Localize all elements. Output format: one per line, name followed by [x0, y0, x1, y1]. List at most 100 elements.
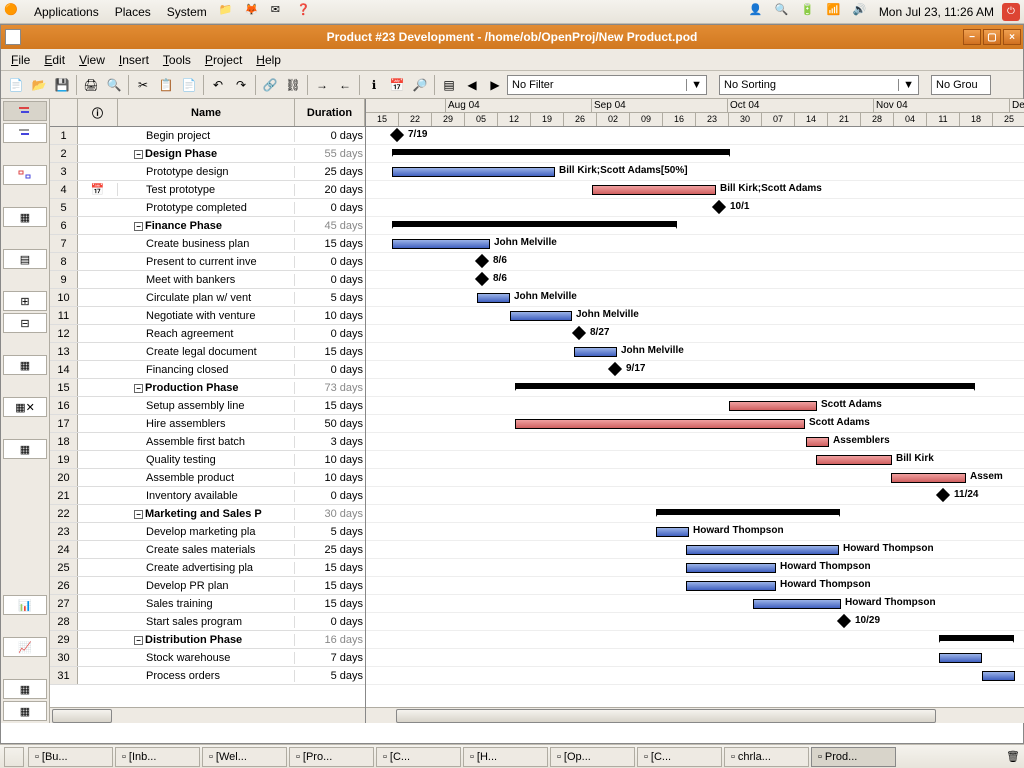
task-duration-cell[interactable]: 5 days — [295, 526, 365, 538]
taskbar-item[interactable]: ▫chrla... — [724, 747, 809, 767]
task-duration-cell[interactable]: 0 days — [295, 256, 365, 268]
rbs-view-button[interactable]: ⊟ — [3, 313, 47, 333]
task-bar[interactable] — [515, 419, 805, 429]
summary-bar[interactable] — [392, 149, 730, 155]
task-name-cell[interactable]: Create sales materials — [118, 544, 295, 556]
task-name-cell[interactable]: Create advertising pla — [118, 562, 295, 574]
taskbar-item[interactable]: ▫[Wel... — [202, 747, 287, 767]
task-duration-cell[interactable]: 73 days — [295, 382, 365, 394]
task-name-cell[interactable]: −Design Phase — [118, 148, 295, 160]
gantt-hscroll[interactable] — [366, 707, 1024, 723]
row-number[interactable]: 24 — [50, 541, 78, 558]
task-name-cell[interactable]: Circulate plan w/ vent — [118, 292, 295, 304]
row-number[interactable]: 14 — [50, 361, 78, 378]
row-number[interactable]: 9 — [50, 271, 78, 288]
task-row[interactable]: 2−Design Phase55 days — [50, 145, 365, 163]
window-titlebar[interactable]: Product #23 Development - /home/ob/OpenP… — [1, 25, 1023, 49]
task-name-cell[interactable]: Develop marketing pla — [118, 526, 295, 538]
row-number[interactable]: 4 — [50, 181, 78, 198]
group-combo[interactable]: No Grou — [931, 75, 991, 95]
task-row[interactable]: 31Process orders5 days — [50, 667, 365, 685]
task-row[interactable]: 28Start sales program0 days — [50, 613, 365, 631]
task-row[interactable]: 26Develop PR plan15 days — [50, 577, 365, 595]
wbs-view-button[interactable]: ⊞ — [3, 291, 47, 311]
row-number[interactable]: 12 — [50, 325, 78, 342]
task-row[interactable]: 13Create legal document15 days — [50, 343, 365, 361]
task-row[interactable]: 25Create advertising pla15 days — [50, 559, 365, 577]
task-duration-cell[interactable]: 45 days — [295, 220, 365, 232]
volume-icon[interactable]: 🔊 — [853, 3, 871, 21]
menu-tools[interactable]: Tools — [157, 51, 197, 69]
task-duration-cell[interactable]: 15 days — [295, 598, 365, 610]
launcher-icon[interactable]: 📁 — [219, 3, 237, 21]
network-view-button[interactable] — [3, 165, 47, 185]
summary-bar[interactable] — [515, 383, 975, 389]
clock[interactable]: Mon Jul 23, 11:26 AM — [879, 5, 994, 19]
unlink-button[interactable]: ⛓ — [282, 74, 304, 96]
redo-button[interactable]: ↷ — [230, 74, 252, 96]
task-name-cell[interactable]: Financing closed — [118, 364, 295, 376]
col-indicator[interactable]: ⓘ — [78, 99, 118, 126]
undo-button[interactable]: ↶ — [207, 74, 229, 96]
resources-view-button[interactable]: ▦ — [3, 207, 47, 227]
link-button[interactable]: 🔗 — [259, 74, 281, 96]
task-duration-cell[interactable]: 30 days — [295, 508, 365, 520]
task-duration-cell[interactable]: 10 days — [295, 454, 365, 466]
task-row[interactable]: 16Setup assembly line15 days — [50, 397, 365, 415]
row-number[interactable]: 11 — [50, 307, 78, 324]
copy-button[interactable]: 📋 — [155, 74, 177, 96]
task-duration-cell[interactable]: 0 days — [295, 274, 365, 286]
row-number[interactable]: 23 — [50, 523, 78, 540]
task-row[interactable]: 6−Finance Phase45 days — [50, 217, 365, 235]
print-button[interactable]: 🖨 — [80, 74, 102, 96]
summary-bar[interactable] — [939, 635, 1014, 641]
task-bar[interactable] — [891, 473, 966, 483]
col-name[interactable]: Name — [118, 99, 295, 126]
cut-button[interactable]: ✂ — [132, 74, 154, 96]
task-row[interactable]: 9Meet with bankers0 days — [50, 271, 365, 289]
task-row[interactable]: 24Create sales materials25 days — [50, 541, 365, 559]
table-hscroll[interactable] — [50, 707, 365, 723]
places-menu[interactable]: Places — [111, 3, 155, 21]
outdent-button[interactable]: ← — [334, 74, 356, 96]
help-icon[interactable]: ❓ — [297, 3, 315, 21]
summary-bar[interactable] — [392, 221, 677, 227]
task-usage-detail-button[interactable]: ▦ — [3, 679, 47, 699]
task-duration-cell[interactable]: 15 days — [295, 400, 365, 412]
task-bar[interactable] — [686, 545, 839, 555]
row-number[interactable]: 5 — [50, 199, 78, 216]
task-row[interactable]: 29−Distribution Phase16 days — [50, 631, 365, 649]
task-duration-cell[interactable]: 0 days — [295, 490, 365, 502]
task-duration-cell[interactable]: 3 days — [295, 436, 365, 448]
gantt-view-button[interactable] — [3, 101, 47, 121]
menu-help[interactable]: Help — [250, 51, 287, 69]
menu-view[interactable]: View — [73, 51, 111, 69]
row-number[interactable]: 27 — [50, 595, 78, 612]
row-number[interactable]: 29 — [50, 631, 78, 648]
task-name-cell[interactable]: Setup assembly line — [118, 400, 295, 412]
taskbar-item[interactable]: ▫[C... — [637, 747, 722, 767]
task-duration-cell[interactable]: 16 days — [295, 634, 365, 646]
row-number[interactable]: 30 — [50, 649, 78, 666]
row-number[interactable]: 17 — [50, 415, 78, 432]
task-duration-cell[interactable]: 10 days — [295, 472, 365, 484]
row-number[interactable]: 2 — [50, 145, 78, 162]
task-name-cell[interactable]: Quality testing — [118, 454, 295, 466]
task-name-cell[interactable]: −Marketing and Sales P — [118, 508, 295, 520]
row-number[interactable]: 21 — [50, 487, 78, 504]
task-bar[interactable] — [806, 437, 829, 447]
task-duration-cell[interactable]: 15 days — [295, 346, 365, 358]
task-duration-cell[interactable]: 0 days — [295, 130, 365, 142]
task-usage-button[interactable]: ▦✕ — [3, 397, 47, 417]
resource-usage-button[interactable]: ▦ — [3, 439, 47, 459]
task-duration-cell[interactable]: 7 days — [295, 652, 365, 664]
projects-view-button[interactable]: ▤ — [3, 249, 47, 269]
back-button[interactable]: ◀ — [461, 74, 483, 96]
task-row[interactable]: 27Sales training15 days — [50, 595, 365, 613]
task-bar[interactable] — [574, 347, 617, 357]
task-row[interactable]: 17Hire assemblers50 days — [50, 415, 365, 433]
task-duration-cell[interactable]: 50 days — [295, 418, 365, 430]
task-row[interactable]: 22−Marketing and Sales P30 days — [50, 505, 365, 523]
task-row[interactable]: 14Financing closed0 days — [50, 361, 365, 379]
task-duration-cell[interactable]: 0 days — [295, 328, 365, 340]
